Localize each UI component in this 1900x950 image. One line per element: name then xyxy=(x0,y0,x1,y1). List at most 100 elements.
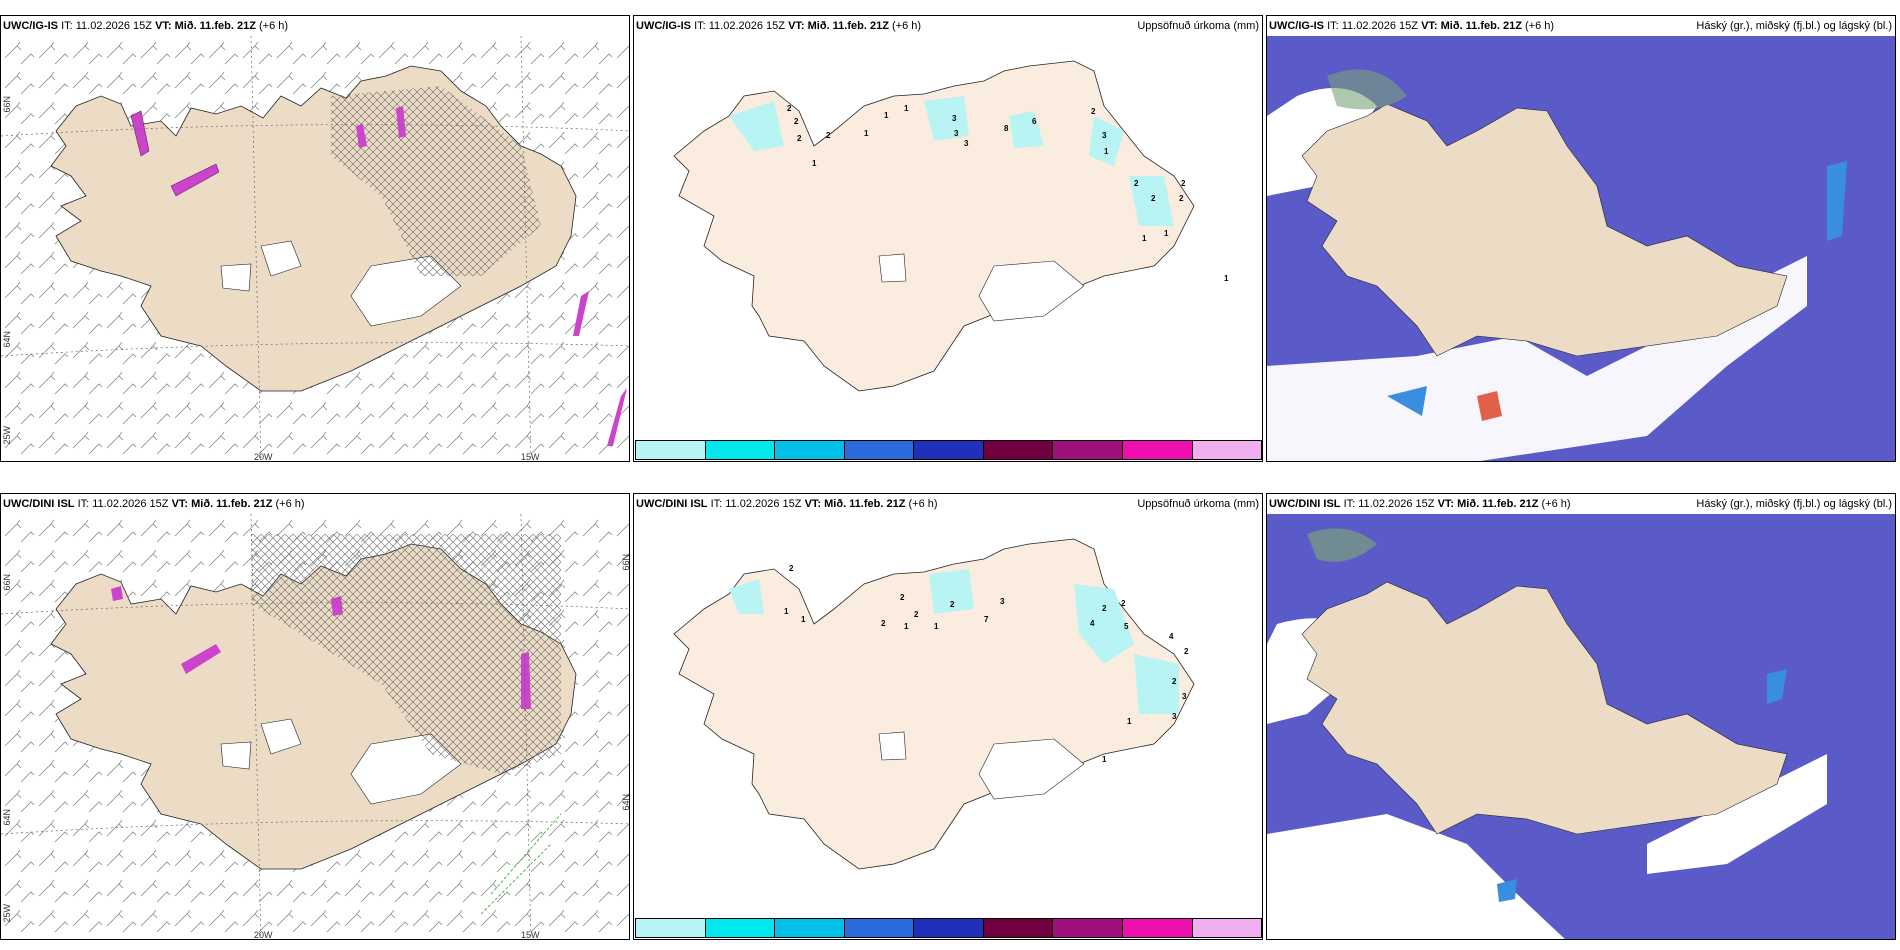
hatched-area xyxy=(331,86,541,276)
precip-value: 2 xyxy=(1134,179,1139,188)
glacier xyxy=(878,731,907,761)
precip-value: 5 xyxy=(1124,622,1129,631)
precip-value: 1 xyxy=(1142,234,1147,243)
lat-label: 66N xyxy=(2,96,12,113)
panel-header: UWC/IG-IS IT: 11.02.2026 15Z VT: Mið. 11… xyxy=(636,20,922,32)
glacier xyxy=(220,263,252,292)
magenta-patch xyxy=(130,110,150,157)
colorbar-segment: 100 xyxy=(983,919,1054,937)
high-cloud xyxy=(1327,69,1407,110)
precip-value: 2 xyxy=(789,564,794,573)
panel-igis-wind: UWC/IG-IS IT: 11.02.2026 15Z VT: Mið. 11… xyxy=(0,15,630,462)
panel-right-title: Uppsöfnuð úrkoma (mm) xyxy=(1137,498,1259,510)
precip-area xyxy=(1129,176,1174,226)
lon-label: 15W xyxy=(521,452,540,462)
lat-label: 25W xyxy=(2,426,12,445)
colorbar-segment: 50 xyxy=(844,441,915,459)
lon-label: 15W xyxy=(521,930,540,940)
precip-value: 3 xyxy=(964,139,969,148)
precip-value: 1 xyxy=(784,607,789,616)
iceland-landmass xyxy=(673,538,1195,870)
precip-area xyxy=(1134,654,1179,714)
lat-label: 66N xyxy=(621,554,630,571)
colorbar-segment: 200 xyxy=(1122,919,1193,937)
colorbar-segment: 1 xyxy=(636,919,706,937)
precip-value: 4 xyxy=(1169,632,1174,641)
glacier xyxy=(978,738,1085,800)
precip-value: 1 xyxy=(884,111,889,120)
precip-value: 2 xyxy=(826,131,831,140)
iceland-landmass xyxy=(1301,581,1788,835)
precip-value: 3 xyxy=(952,114,957,123)
graticule-line xyxy=(1,820,629,835)
precip-value: 1 xyxy=(934,622,939,631)
precip-value: 4 xyxy=(1090,619,1095,628)
precip-value: 3 xyxy=(1182,692,1187,701)
panel-igis-precip: UWC/IG-IS IT: 11.02.2026 15Z VT: Mið. 11… xyxy=(633,15,1263,462)
lat-label: 64N xyxy=(2,809,12,826)
precip-value: 2 xyxy=(794,117,799,126)
colorbar-segment: 100 xyxy=(983,441,1054,459)
colorbar-segment: 200 xyxy=(1122,441,1193,459)
precip-value: 1 xyxy=(1104,147,1109,156)
low-cloud xyxy=(1387,386,1427,416)
precip-value: 1 xyxy=(904,622,909,631)
precip-area xyxy=(729,101,784,151)
colorbar-segment: 25 xyxy=(775,919,845,937)
colorbar: 110255075100150200400 xyxy=(635,918,1262,938)
cloud-map[interactable] xyxy=(1267,514,1896,940)
wind-map[interactable] xyxy=(1,36,630,462)
hatched-area xyxy=(251,534,561,774)
precip-value: 2 xyxy=(1151,194,1156,203)
glacier xyxy=(978,260,1085,322)
precip-area xyxy=(1089,116,1124,166)
panel-header: UWC/IG-IS IT: 11.02.2026 15Z VT: Mið. 11… xyxy=(3,20,289,32)
magenta-patch xyxy=(573,291,589,336)
magenta-patch xyxy=(396,106,406,138)
precip-value: 2 xyxy=(1121,599,1126,608)
precip-value: 2 xyxy=(787,104,792,113)
panel-right-title: Háský (gr.), miðský (fj.bl.) og lágský (… xyxy=(1696,20,1892,32)
wind-map[interactable] xyxy=(1,514,630,940)
graticule-line xyxy=(1,342,629,357)
precip-value: 1 xyxy=(801,615,806,624)
panel-header: UWC/IG-IS IT: 11.02.2026 15Z VT: Mið. 11… xyxy=(1269,20,1555,32)
precip-value: 6 xyxy=(1032,117,1037,126)
graticule-line xyxy=(1,602,629,615)
precip-value: 2 xyxy=(1184,647,1189,656)
precip-value: 2 xyxy=(1181,179,1186,188)
panel-igis-clouds: UWC/IG-IS IT: 11.02.2026 15Z VT: Mið. 11… xyxy=(1266,15,1896,462)
panel-dini-precip: UWC/DINI ISL IT: 11.02.2026 15Z VT: Mið.… xyxy=(633,493,1263,940)
panel-right-title: Háský (gr.), miðský (fj.bl.) og lágský (… xyxy=(1696,498,1892,510)
graticule-line xyxy=(520,514,532,939)
colorbar-segment: 1 xyxy=(636,441,706,459)
precip-value: 1 xyxy=(864,129,869,138)
lat-label: 64N xyxy=(621,794,630,811)
clear-area xyxy=(1267,814,1565,939)
low-cloud xyxy=(1827,161,1847,241)
glacier xyxy=(260,240,302,277)
precip-value: 3 xyxy=(954,129,959,138)
precip-value: 2 xyxy=(881,619,886,628)
cloud-map[interactable] xyxy=(1267,36,1896,462)
precip-value: 2 xyxy=(1102,604,1107,613)
iceland-landmass xyxy=(673,60,1195,392)
high-cloud-patch xyxy=(1477,391,1502,421)
precip-area xyxy=(1074,584,1134,664)
colorbar-segment: 150 xyxy=(1053,441,1123,459)
precip-value: 7 xyxy=(984,615,989,624)
precip-value: 1 xyxy=(1102,755,1107,764)
green-barbs xyxy=(480,813,562,915)
precip-area xyxy=(1009,111,1044,148)
precip-value: 3 xyxy=(1102,131,1107,140)
precip-value: 1 xyxy=(1164,229,1169,238)
colorbar-segment: 400 xyxy=(1192,441,1262,459)
precip-value: 3 xyxy=(1000,597,1005,606)
graticule-line xyxy=(1,124,629,137)
precip-value: 1 xyxy=(1127,717,1132,726)
precip-value: 2 xyxy=(1172,677,1177,686)
precip-area xyxy=(729,579,764,614)
